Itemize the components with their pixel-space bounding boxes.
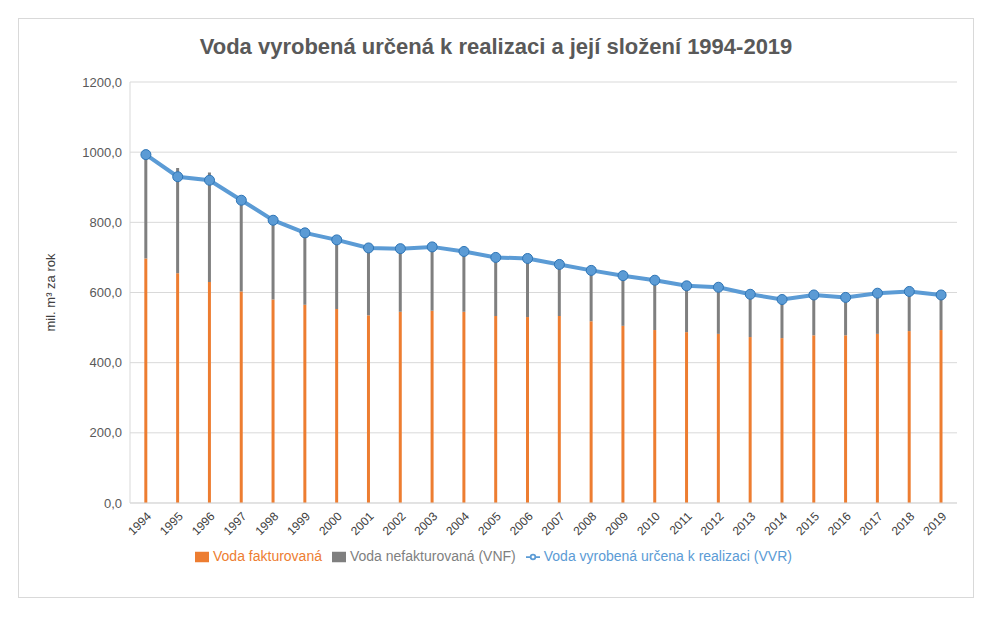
svg-text:2018: 2018 [889,509,918,538]
svg-text:2011: 2011 [667,509,695,537]
svg-text:1996: 1996 [189,509,218,538]
svg-text:2017: 2017 [857,509,886,538]
svg-text:1998: 1998 [252,509,281,538]
svg-text:mil. m³ za rok: mil. m³ za rok [43,253,58,332]
svg-text:2016: 2016 [825,509,854,538]
svg-text:2001: 2001 [348,509,377,538]
svg-text:1999: 1999 [284,509,313,538]
svg-text:0,0: 0,0 [104,496,122,511]
svg-text:2014: 2014 [761,509,790,538]
svg-text:1994: 1994 [125,509,154,538]
svg-text:2009: 2009 [602,509,631,538]
svg-text:2003: 2003 [412,509,441,538]
svg-text:2008: 2008 [571,509,600,538]
svg-text:2019: 2019 [920,509,949,538]
svg-text:1995: 1995 [157,509,186,538]
svg-text:2006: 2006 [507,509,536,538]
html-text:Voda vyrobená určená k realiza: Voda vyrobená určená k realizaci a její … [199,34,793,59]
html-text:Voda nefakturovaná (VNF): Voda nefakturovaná (VNF) [350,548,516,564]
svg-text:2010: 2010 [634,509,663,538]
svg-text:2002: 2002 [380,509,409,538]
svg-text:200,0: 200,0 [89,425,122,440]
svg-text:2000: 2000 [316,509,345,538]
svg-text:2004: 2004 [443,509,472,538]
svg-text:400,0: 400,0 [89,355,122,370]
html-text:Voda fakturovaná: Voda fakturovaná [213,548,322,564]
svg-text:600,0: 600,0 [89,285,122,300]
svg-text:800,0: 800,0 [89,215,122,230]
svg-text:2013: 2013 [730,509,759,538]
html-text:Voda vyrobená určena k realiza: Voda vyrobená určena k realizaci (VVR) [543,548,792,564]
svg-text:1000,0: 1000,0 [82,145,122,160]
svg-text:2012: 2012 [698,509,727,538]
svg-text:1997: 1997 [221,509,250,538]
svg-text:1200,0: 1200,0 [82,75,122,90]
svg-text:2015: 2015 [793,509,822,538]
svg-text:2007: 2007 [539,509,568,538]
svg-text:2005: 2005 [475,509,504,538]
